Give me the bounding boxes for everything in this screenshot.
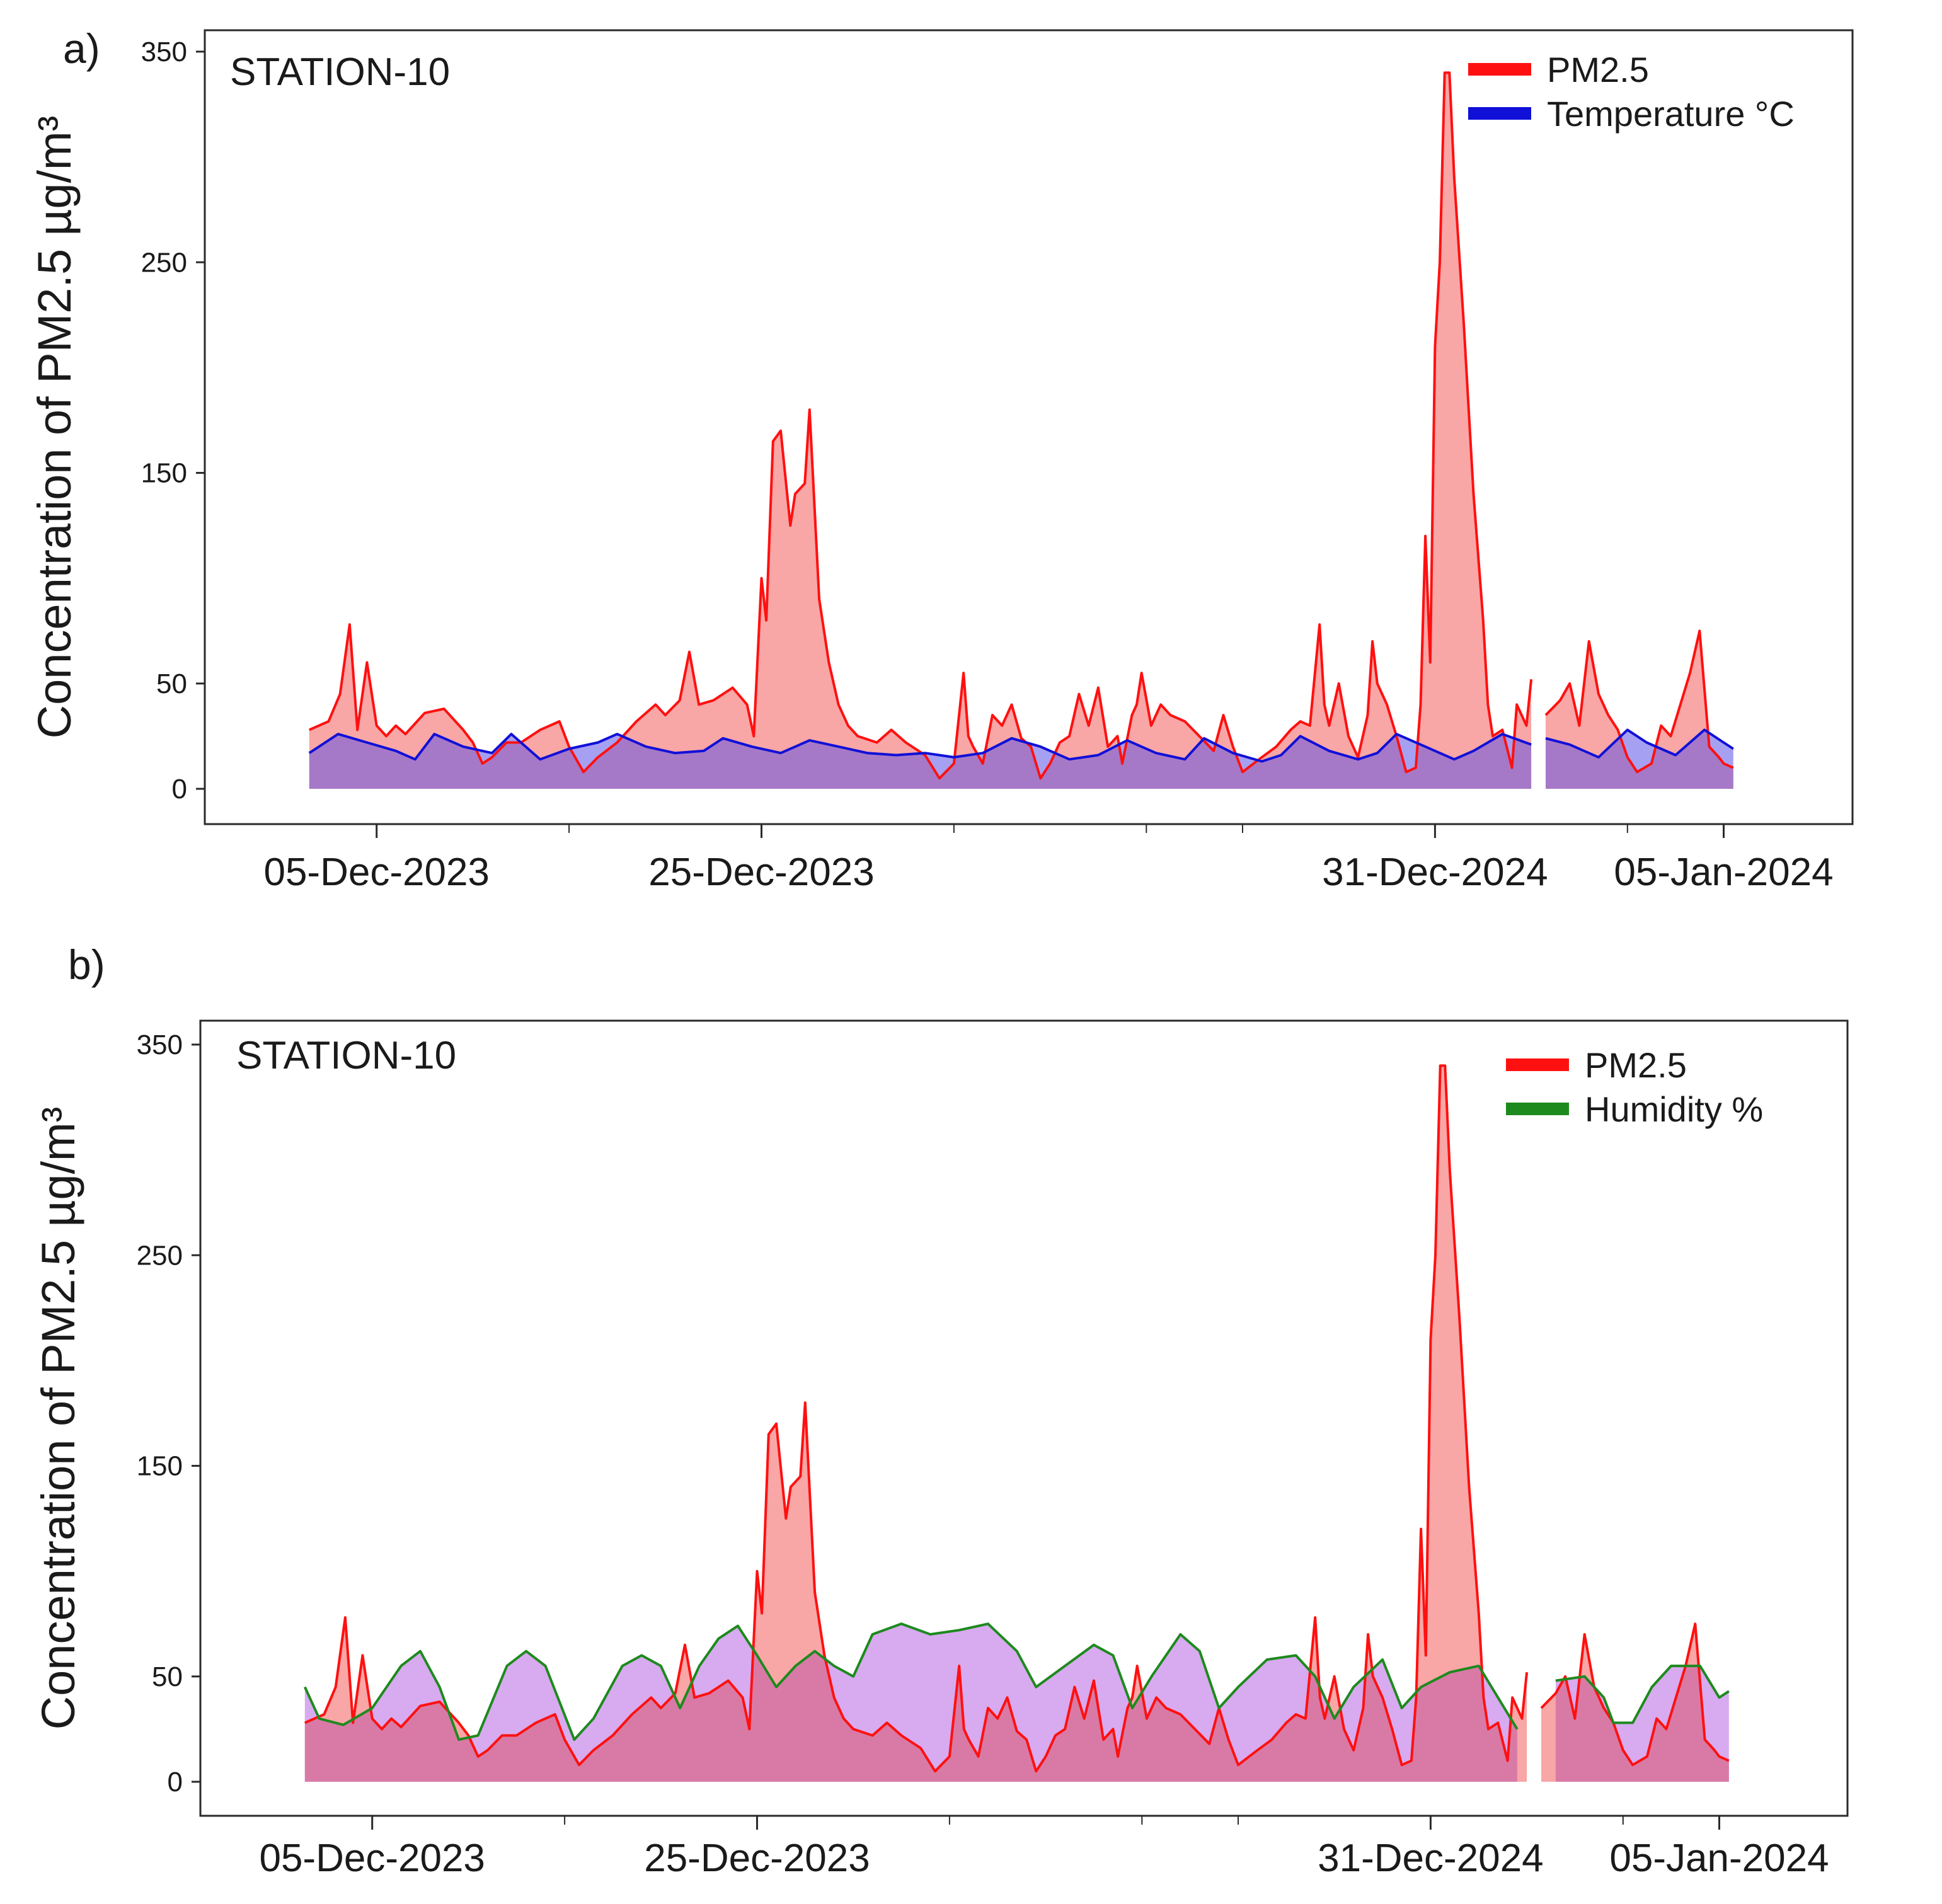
y-tick-label: 150 — [141, 458, 187, 489]
pm25-line — [304, 1064, 1529, 1773]
overlap-area — [1555, 1666, 1729, 1782]
chart-b-svg: 0 50 150 250 350 05-Dec-2023 25-Dec-2023 31-Dec… — [32, 941, 1849, 1880]
station-label: STATION-10 — [230, 50, 450, 94]
y-tick-label: 0 — [168, 1767, 183, 1798]
legend-label: PM2.5 — [1547, 50, 1649, 89]
legend-label: Temperature °C — [1547, 94, 1795, 134]
chart-a-svg: 0 50 150 250 350 05-Dec-2023 25-Dec-2023 31-Dec… — [28, 25, 1854, 894]
pm25-line — [1544, 629, 1734, 774]
legend-label: Humidity % — [1585, 1089, 1763, 1129]
pm25-line — [1540, 1622, 1730, 1767]
secondary-line — [308, 733, 1532, 763]
x-tick-label: 31-Dec-2024 — [1318, 1837, 1543, 1880]
x-tick-label: 05-Dec-2023 — [259, 1837, 485, 1880]
overlap-area — [309, 72, 1531, 789]
legend-swatch — [1506, 1058, 1569, 1071]
secondary-line — [1545, 728, 1734, 759]
secondary-line — [303, 1622, 1519, 1741]
overlap-area — [309, 734, 1532, 789]
x-tick-label: 05-Jan-2024 — [1614, 851, 1833, 894]
y-axis-label: Concentration of PM2.5 µg/m³ — [28, 116, 81, 739]
legend-swatch — [1468, 107, 1531, 120]
x-tick-label: 05-Jan-2024 — [1609, 1837, 1829, 1880]
y-tick-label: 150 — [137, 1451, 183, 1482]
legend: PM2.5 Temperature °C — [1468, 50, 1795, 134]
panel-a: 0 50 150 250 350 05-Dec-2023 25-Dec-2023 31-Dec… — [0, 0, 1942, 926]
legend-swatch — [1468, 63, 1531, 76]
overlap-area — [304, 1624, 1517, 1782]
panel-letter: b) — [68, 941, 105, 988]
x-tick-label: 05-Dec-2023 — [263, 851, 489, 894]
legend-label: PM2.5 — [1585, 1045, 1687, 1085]
y-tick-label: 350 — [137, 1029, 183, 1060]
x-tick-label: 25-Dec-2023 — [644, 1837, 870, 1880]
plot-frame — [204, 29, 1854, 825]
secondary-line — [1555, 1665, 1730, 1724]
panel-letter: a) — [63, 25, 100, 72]
y-tick-label: 250 — [137, 1240, 183, 1271]
pm25-line — [308, 71, 1533, 780]
x-tick-label: 25-Dec-2023 — [648, 851, 874, 894]
y-tick-label: 350 — [141, 37, 187, 67]
x-tick-label: 31-Dec-2024 — [1322, 851, 1548, 894]
plot-frame — [199, 1019, 1849, 1817]
panel-b: 0 50 150 250 350 05-Dec-2023 25-Dec-2023 31-Dec… — [0, 926, 1942, 1904]
y-tick-label: 250 — [141, 247, 187, 278]
station-label: STATION-10 — [236, 1034, 456, 1077]
y-axis-label: Concentration of PM2.5 µg/m³ — [32, 1107, 84, 1730]
pm25-area — [309, 72, 1532, 789]
y-tick-label: 50 — [156, 668, 187, 699]
legend-swatch — [1506, 1103, 1569, 1115]
y-tick-label: 50 — [152, 1661, 183, 1692]
y-tick-label: 0 — [172, 774, 187, 805]
